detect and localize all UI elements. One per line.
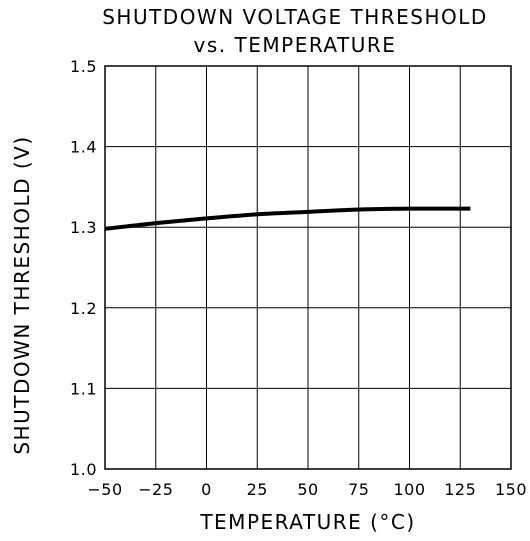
y-tick-label: 1.2 [70,299,97,318]
tick-labels: −50 −25 0 25 50 75 100 125 150 1.0 1.1 1.2 1.3 1.4 1.5 [70,57,527,499]
y-tick-label: 1.4 [70,138,97,157]
x-tick-label: 125 [444,480,476,499]
grid [104,65,512,470]
x-tick-label: 50 [297,480,318,499]
x-tick-label: 100 [393,480,425,499]
chart-title: SHUTDOWN VOLTAGE THRESHOLD [102,5,488,29]
x-axis-title: TEMPERATURE (°C) [199,510,415,534]
x-tick-label: −50 [87,480,122,499]
series-layer [104,206,471,231]
x-tick-label: 150 [495,480,527,499]
x-tick-label: 75 [348,480,369,499]
plot-frame [104,65,512,470]
chart-subtitle: vs. TEMPERATURE [194,33,397,57]
y-tick-label: 1.1 [70,379,97,398]
x-tick-label: 0 [201,480,212,499]
series-line [104,206,471,231]
x-tick-label: −25 [138,480,173,499]
y-tick-label: 1.3 [70,218,97,237]
y-tick-label: 1.5 [70,57,97,76]
y-tick-label: 1.0 [70,460,97,479]
x-tick-label: 25 [247,480,268,499]
y-axis-title: SHUTDOWN THRESHOLD (V) [10,135,34,454]
